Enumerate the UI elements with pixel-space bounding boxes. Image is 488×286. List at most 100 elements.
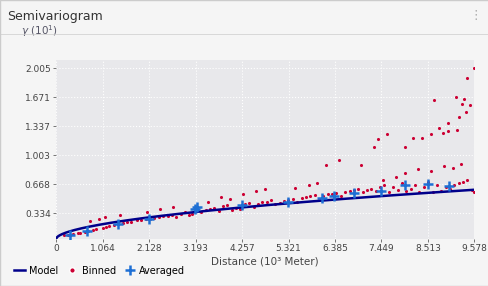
Point xyxy=(133,218,141,223)
Point xyxy=(463,75,470,80)
Point xyxy=(322,162,329,167)
Point xyxy=(261,186,268,191)
Point xyxy=(417,136,425,141)
Point xyxy=(143,210,151,214)
Point xyxy=(69,232,77,237)
Point xyxy=(102,225,110,229)
Point xyxy=(345,189,353,194)
Point xyxy=(156,207,163,212)
Point xyxy=(388,185,396,189)
Point xyxy=(219,204,226,208)
Point xyxy=(280,198,287,203)
Point xyxy=(444,184,452,188)
Point xyxy=(115,212,123,217)
Point xyxy=(297,196,305,200)
Point xyxy=(236,206,244,211)
Point xyxy=(363,188,370,193)
Point xyxy=(436,189,444,194)
Point xyxy=(406,186,414,191)
Point xyxy=(74,231,82,235)
Point xyxy=(350,191,358,196)
Point xyxy=(137,217,145,222)
Point xyxy=(245,201,253,206)
Point xyxy=(204,199,212,204)
Text: $\gamma\ (10^1)$: $\gamma\ (10^1)$ xyxy=(20,23,58,39)
Point xyxy=(105,224,113,228)
Point xyxy=(110,223,118,228)
Point xyxy=(319,194,326,198)
Point xyxy=(393,188,401,193)
Point xyxy=(89,228,97,233)
Point xyxy=(159,214,167,219)
Point xyxy=(192,209,200,214)
Point xyxy=(402,189,409,194)
Point xyxy=(210,206,218,210)
Point xyxy=(449,183,457,188)
Point xyxy=(356,162,364,167)
Point xyxy=(317,196,325,200)
Point xyxy=(441,185,448,189)
Point xyxy=(400,171,407,175)
Point xyxy=(419,185,427,189)
Point xyxy=(291,186,299,190)
Point xyxy=(461,110,468,115)
Point xyxy=(284,198,292,202)
Point xyxy=(457,101,465,106)
Point xyxy=(444,120,451,125)
Point xyxy=(375,185,383,189)
Point xyxy=(456,162,464,167)
Point xyxy=(205,207,213,211)
Point xyxy=(427,190,435,194)
Point xyxy=(380,183,387,188)
Point xyxy=(349,187,357,192)
Point xyxy=(168,212,176,217)
Point xyxy=(114,222,122,226)
Point xyxy=(176,212,184,216)
Point xyxy=(415,190,423,194)
Point xyxy=(423,182,431,186)
Point xyxy=(463,178,470,182)
Point xyxy=(92,227,100,232)
Point xyxy=(127,219,135,224)
Point xyxy=(155,215,163,220)
Point xyxy=(429,98,437,102)
Point xyxy=(188,212,196,216)
Point xyxy=(408,136,416,141)
Point xyxy=(314,197,322,201)
Point xyxy=(426,169,434,174)
Point xyxy=(225,197,233,201)
Point xyxy=(217,195,224,200)
Point xyxy=(439,164,447,168)
Text: ⋮: ⋮ xyxy=(468,9,481,21)
Point xyxy=(142,217,149,221)
Point xyxy=(181,210,188,214)
Point xyxy=(192,205,200,209)
Point xyxy=(169,204,177,209)
Point xyxy=(469,66,477,71)
Point xyxy=(460,97,468,102)
Point xyxy=(304,183,312,188)
Point xyxy=(435,126,443,130)
X-axis label: Distance (10³ Meter): Distance (10³ Meter) xyxy=(211,256,319,266)
Point xyxy=(123,220,131,225)
Point xyxy=(336,193,344,198)
Point xyxy=(400,145,407,149)
Point xyxy=(454,114,462,119)
Point xyxy=(448,166,456,170)
Text: Semivariogram: Semivariogram xyxy=(7,10,103,23)
Point xyxy=(374,136,382,141)
Point xyxy=(469,190,477,194)
Point xyxy=(66,233,74,237)
Point xyxy=(172,214,180,219)
Point xyxy=(146,217,154,222)
Point xyxy=(214,209,222,214)
Point xyxy=(378,178,386,182)
Point xyxy=(191,206,199,211)
Point xyxy=(358,190,366,194)
Point xyxy=(313,181,321,186)
Point xyxy=(306,194,314,199)
Point xyxy=(293,199,301,204)
Point xyxy=(454,181,462,186)
Point xyxy=(413,166,421,171)
Point xyxy=(327,192,335,196)
